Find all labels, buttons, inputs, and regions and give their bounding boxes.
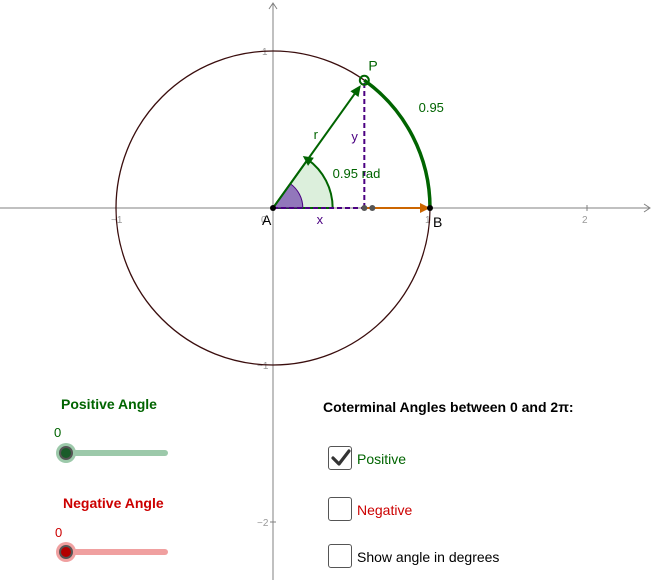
- y-axis-arrow-icon: [268, 2, 278, 10]
- positive-angle-slider-track[interactable]: [60, 450, 168, 456]
- vector-a-to-b-arrowhead: [420, 203, 430, 213]
- angle-measure-label: 0.95 rad: [333, 166, 381, 181]
- negative-angle-title: Negative Angle: [63, 495, 164, 511]
- arc-a-to-b: [363, 78, 432, 209]
- radius-vector: [272, 89, 359, 209]
- positive-checkbox-label[interactable]: Positive: [357, 451, 407, 467]
- point-p-label: P: [368, 57, 377, 73]
- angle-arc-arrowhead: [302, 155, 314, 166]
- negative-checkbox-label[interactable]: Negative: [357, 502, 413, 518]
- x-axis-arrow-icon: [643, 203, 651, 213]
- x-tick-label: 2: [582, 215, 588, 226]
- negative-angle-slider-handle[interactable]: [59, 545, 73, 559]
- negative-angle-slider-track[interactable]: [60, 549, 168, 555]
- degrees-checkbox-label[interactable]: Show angle in degrees: [357, 549, 500, 565]
- point-x-foot: [361, 205, 368, 211]
- checkmark-icon: [331, 449, 351, 466]
- arc-length-label: 0.95: [419, 100, 444, 115]
- y-leg-label: y: [351, 129, 358, 144]
- y-tick-label: −1: [257, 361, 269, 372]
- point-a[interactable]: [270, 205, 276, 211]
- positive-angle-slider-handle[interactable]: [59, 446, 73, 460]
- coterminal-title: Coterminal Angles between 0 and 2π:: [323, 399, 574, 415]
- positive-checkbox[interactable]: [328, 446, 352, 470]
- point-b[interactable]: [427, 205, 433, 211]
- positive-angle-value: 0: [54, 425, 62, 440]
- x-tick-label: 0: [261, 215, 267, 226]
- negative-angle-value: 0: [55, 525, 63, 540]
- x-tick-label: 1: [425, 215, 431, 226]
- y-tick-label: −2: [257, 518, 269, 529]
- point-b-label: B: [433, 214, 442, 230]
- positive-angle-title: Positive Angle: [61, 396, 157, 412]
- x-leg-label: x: [317, 212, 324, 227]
- point-x-foot-2: [369, 205, 376, 211]
- degrees-checkbox[interactable]: [328, 544, 352, 568]
- radius-vector-arrowhead: [350, 85, 361, 98]
- point-p[interactable]: [358, 74, 370, 86]
- radius-label: r: [314, 127, 319, 142]
- point-a-label: A: [262, 212, 272, 228]
- y-tick-label: 1: [262, 47, 268, 58]
- negative-checkbox[interactable]: [328, 497, 352, 521]
